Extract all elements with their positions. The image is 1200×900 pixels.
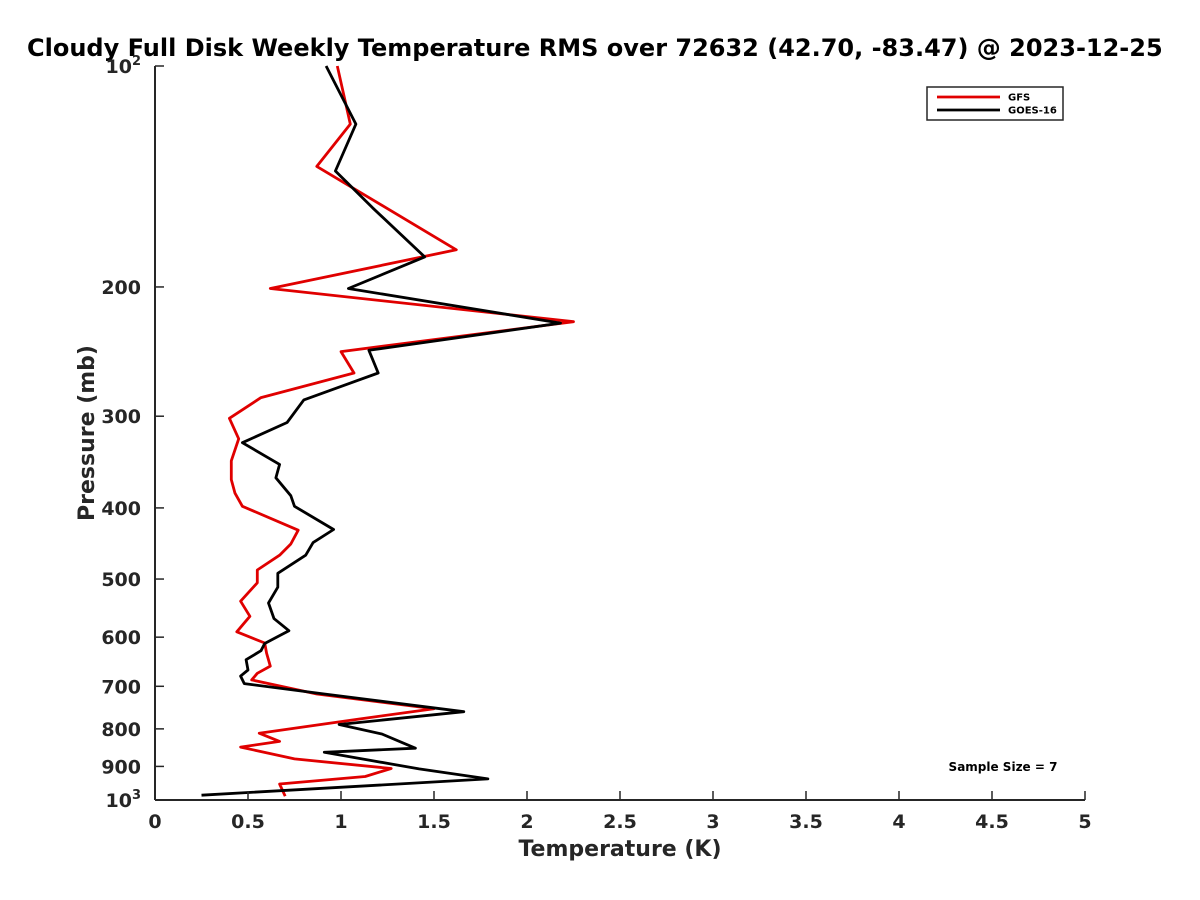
legend-label: GFS bbox=[1008, 93, 1030, 104]
y-tick-label-base: 500 bbox=[101, 569, 141, 591]
y-tick-label: 500 bbox=[101, 569, 141, 591]
y-axis-label: Pressure (mb) bbox=[75, 345, 100, 521]
x-tick-label: 3 bbox=[706, 811, 719, 833]
y-tick-label: 300 bbox=[101, 406, 141, 428]
legend: GFS GOES-16 bbox=[926, 86, 1064, 121]
x-tick-label: 3.5 bbox=[789, 811, 823, 833]
x-tick-label: 1.5 bbox=[417, 811, 451, 833]
y-tick-label: 800 bbox=[101, 719, 141, 741]
x-tick-label: 4 bbox=[892, 811, 905, 833]
x-tick-label: 2 bbox=[520, 811, 533, 833]
series-line-gfs bbox=[227, 65, 575, 797]
y-tick-label-base: 200 bbox=[101, 277, 141, 299]
y-tick-label-base: 10 bbox=[106, 790, 132, 812]
x-axis-label: Temperature (K) bbox=[518, 837, 721, 862]
y-tick-label: 102 bbox=[106, 54, 142, 78]
series-lines bbox=[201, 65, 575, 797]
sample-size-annotation: Sample Size = 7 bbox=[949, 760, 1058, 774]
y-tick-label-base: 800 bbox=[101, 719, 141, 741]
x-tick-label: 0.5 bbox=[231, 811, 265, 833]
x-tick-label: 0 bbox=[148, 811, 161, 833]
y-tick-label: 600 bbox=[101, 627, 141, 649]
x-tick-label: 4.5 bbox=[975, 811, 1009, 833]
y-tick-label-base: 400 bbox=[101, 498, 141, 520]
y-tick-label-base: 900 bbox=[101, 756, 141, 778]
x-tick-label: 1 bbox=[334, 811, 347, 833]
y-tick-label-base: 10 bbox=[106, 56, 132, 78]
y-tick-label-base: 300 bbox=[101, 406, 141, 428]
x-ticks: 0 0.5 1 1.5 2 2.5 3 3.5 4 4.5 5 bbox=[148, 791, 1092, 833]
y-tick-label-base: 700 bbox=[101, 676, 141, 698]
x-tick-label: 5 bbox=[1078, 811, 1091, 833]
y-tick-label-exponent: 2 bbox=[132, 54, 141, 69]
series-line-goes-16 bbox=[201, 65, 562, 797]
y-tick-label: 200 bbox=[101, 277, 141, 299]
y-tick-label: 103 bbox=[106, 788, 142, 812]
y-tick-label-base: 600 bbox=[101, 627, 141, 649]
legend-label: GOES-16 bbox=[1008, 106, 1057, 117]
legend-box bbox=[926, 86, 1064, 121]
y-tick-label: 900 bbox=[101, 756, 141, 778]
chart-title: Cloudy Full Disk Weekly Temperature RMS … bbox=[27, 34, 1163, 62]
y-tick-label: 700 bbox=[101, 676, 141, 698]
x-tick-label: 2.5 bbox=[603, 811, 637, 833]
y-tick-label-exponent: 3 bbox=[132, 788, 141, 803]
y-tick-label: 400 bbox=[101, 498, 141, 520]
